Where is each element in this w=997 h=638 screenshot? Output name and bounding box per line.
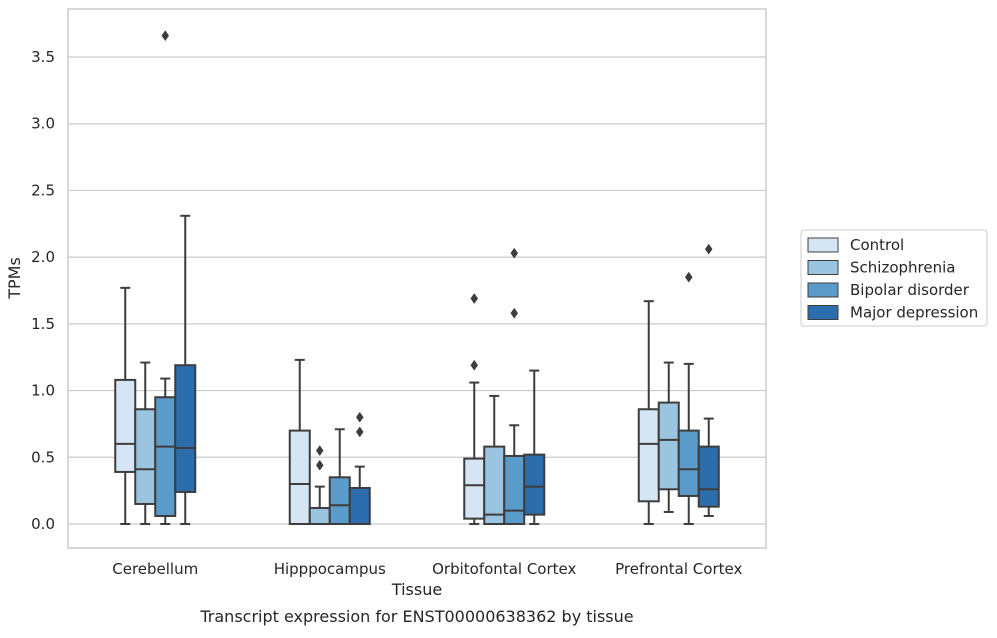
y-tick-label: 0.5 — [31, 448, 55, 466]
box-group — [697, 243, 720, 517]
legend-label: Bipolar disorder — [850, 281, 970, 299]
box-group — [328, 428, 351, 525]
box-group — [154, 30, 177, 525]
box-group — [677, 271, 700, 525]
box — [483, 445, 506, 525]
outlier-point — [355, 411, 364, 423]
x-tick-label: Orbitofontal Cortex — [432, 560, 576, 578]
box — [523, 453, 546, 516]
y-tick-label: 2.0 — [31, 248, 55, 266]
box — [677, 429, 700, 497]
box-group — [637, 300, 660, 525]
outlier-point — [355, 426, 364, 438]
box-group — [463, 293, 486, 525]
box-group — [348, 411, 371, 525]
outlier-point — [684, 271, 693, 283]
x-axis-ticks: Cerebellum Hipppocampus Orbitofontal Corte… — [112, 560, 742, 578]
box — [308, 506, 331, 525]
outlier-point — [510, 247, 519, 259]
legend-label: Major depression — [850, 304, 978, 322]
legend-frame — [800, 229, 988, 327]
box-group — [174, 214, 197, 525]
y-tick-label: 2.5 — [31, 181, 55, 199]
chart-caption: Transcript expression for ENST0000063836… — [199, 607, 633, 626]
box — [503, 454, 526, 525]
box — [328, 476, 351, 525]
legend-label: Schizophrenia — [850, 259, 955, 277]
box-group — [523, 369, 546, 525]
box — [348, 486, 371, 525]
box-group — [308, 445, 331, 525]
box — [154, 396, 177, 517]
legend-swatch — [807, 305, 839, 320]
box — [114, 378, 137, 473]
box — [288, 429, 311, 525]
y-tick-label: 1.5 — [31, 315, 55, 333]
box-groups — [114, 30, 720, 525]
box — [134, 408, 157, 505]
outlier-point — [704, 243, 713, 255]
box-group — [114, 286, 137, 525]
y-tick-label: 3.0 — [31, 115, 55, 133]
box-group — [503, 247, 526, 525]
box-group — [657, 361, 680, 513]
outlier-point — [161, 30, 170, 42]
box-group — [483, 394, 506, 525]
y-axis-label: TPMs — [5, 257, 24, 300]
legend: Control Schizophrenia Bipolar disorder Majo… — [800, 229, 988, 327]
box-group — [288, 358, 311, 525]
outlier-point — [315, 445, 324, 457]
legend-swatch — [807, 282, 839, 298]
legend-swatch — [807, 237, 839, 253]
box — [174, 364, 197, 493]
y-tick-label: 1.0 — [31, 382, 55, 400]
box — [697, 445, 720, 508]
outlier-point — [315, 459, 324, 471]
box-group — [134, 361, 157, 525]
x-tick-label: Cerebellum — [112, 560, 198, 578]
outlier-point — [470, 359, 479, 371]
x-tick-label: Prefrontal Cortex — [615, 560, 742, 578]
box — [463, 457, 486, 520]
legend-label: Control — [850, 236, 904, 254]
y-tick-label: 0.0 — [31, 515, 55, 533]
box — [657, 401, 680, 491]
x-tick-label: Hipppocampus — [274, 560, 386, 578]
x-axis-label: Tissue — [391, 580, 442, 599]
y-tick-label: 3.5 — [31, 48, 55, 66]
box — [637, 408, 660, 503]
plot-area-frame — [67, 8, 767, 549]
legend-swatch — [807, 260, 839, 275]
outlier-point — [510, 307, 519, 319]
outlier-point — [470, 293, 479, 304]
y-axis-ticks: 0.0 0.5 1.0 1.5 2.0 2.5 3.0 3.5 — [31, 48, 55, 533]
